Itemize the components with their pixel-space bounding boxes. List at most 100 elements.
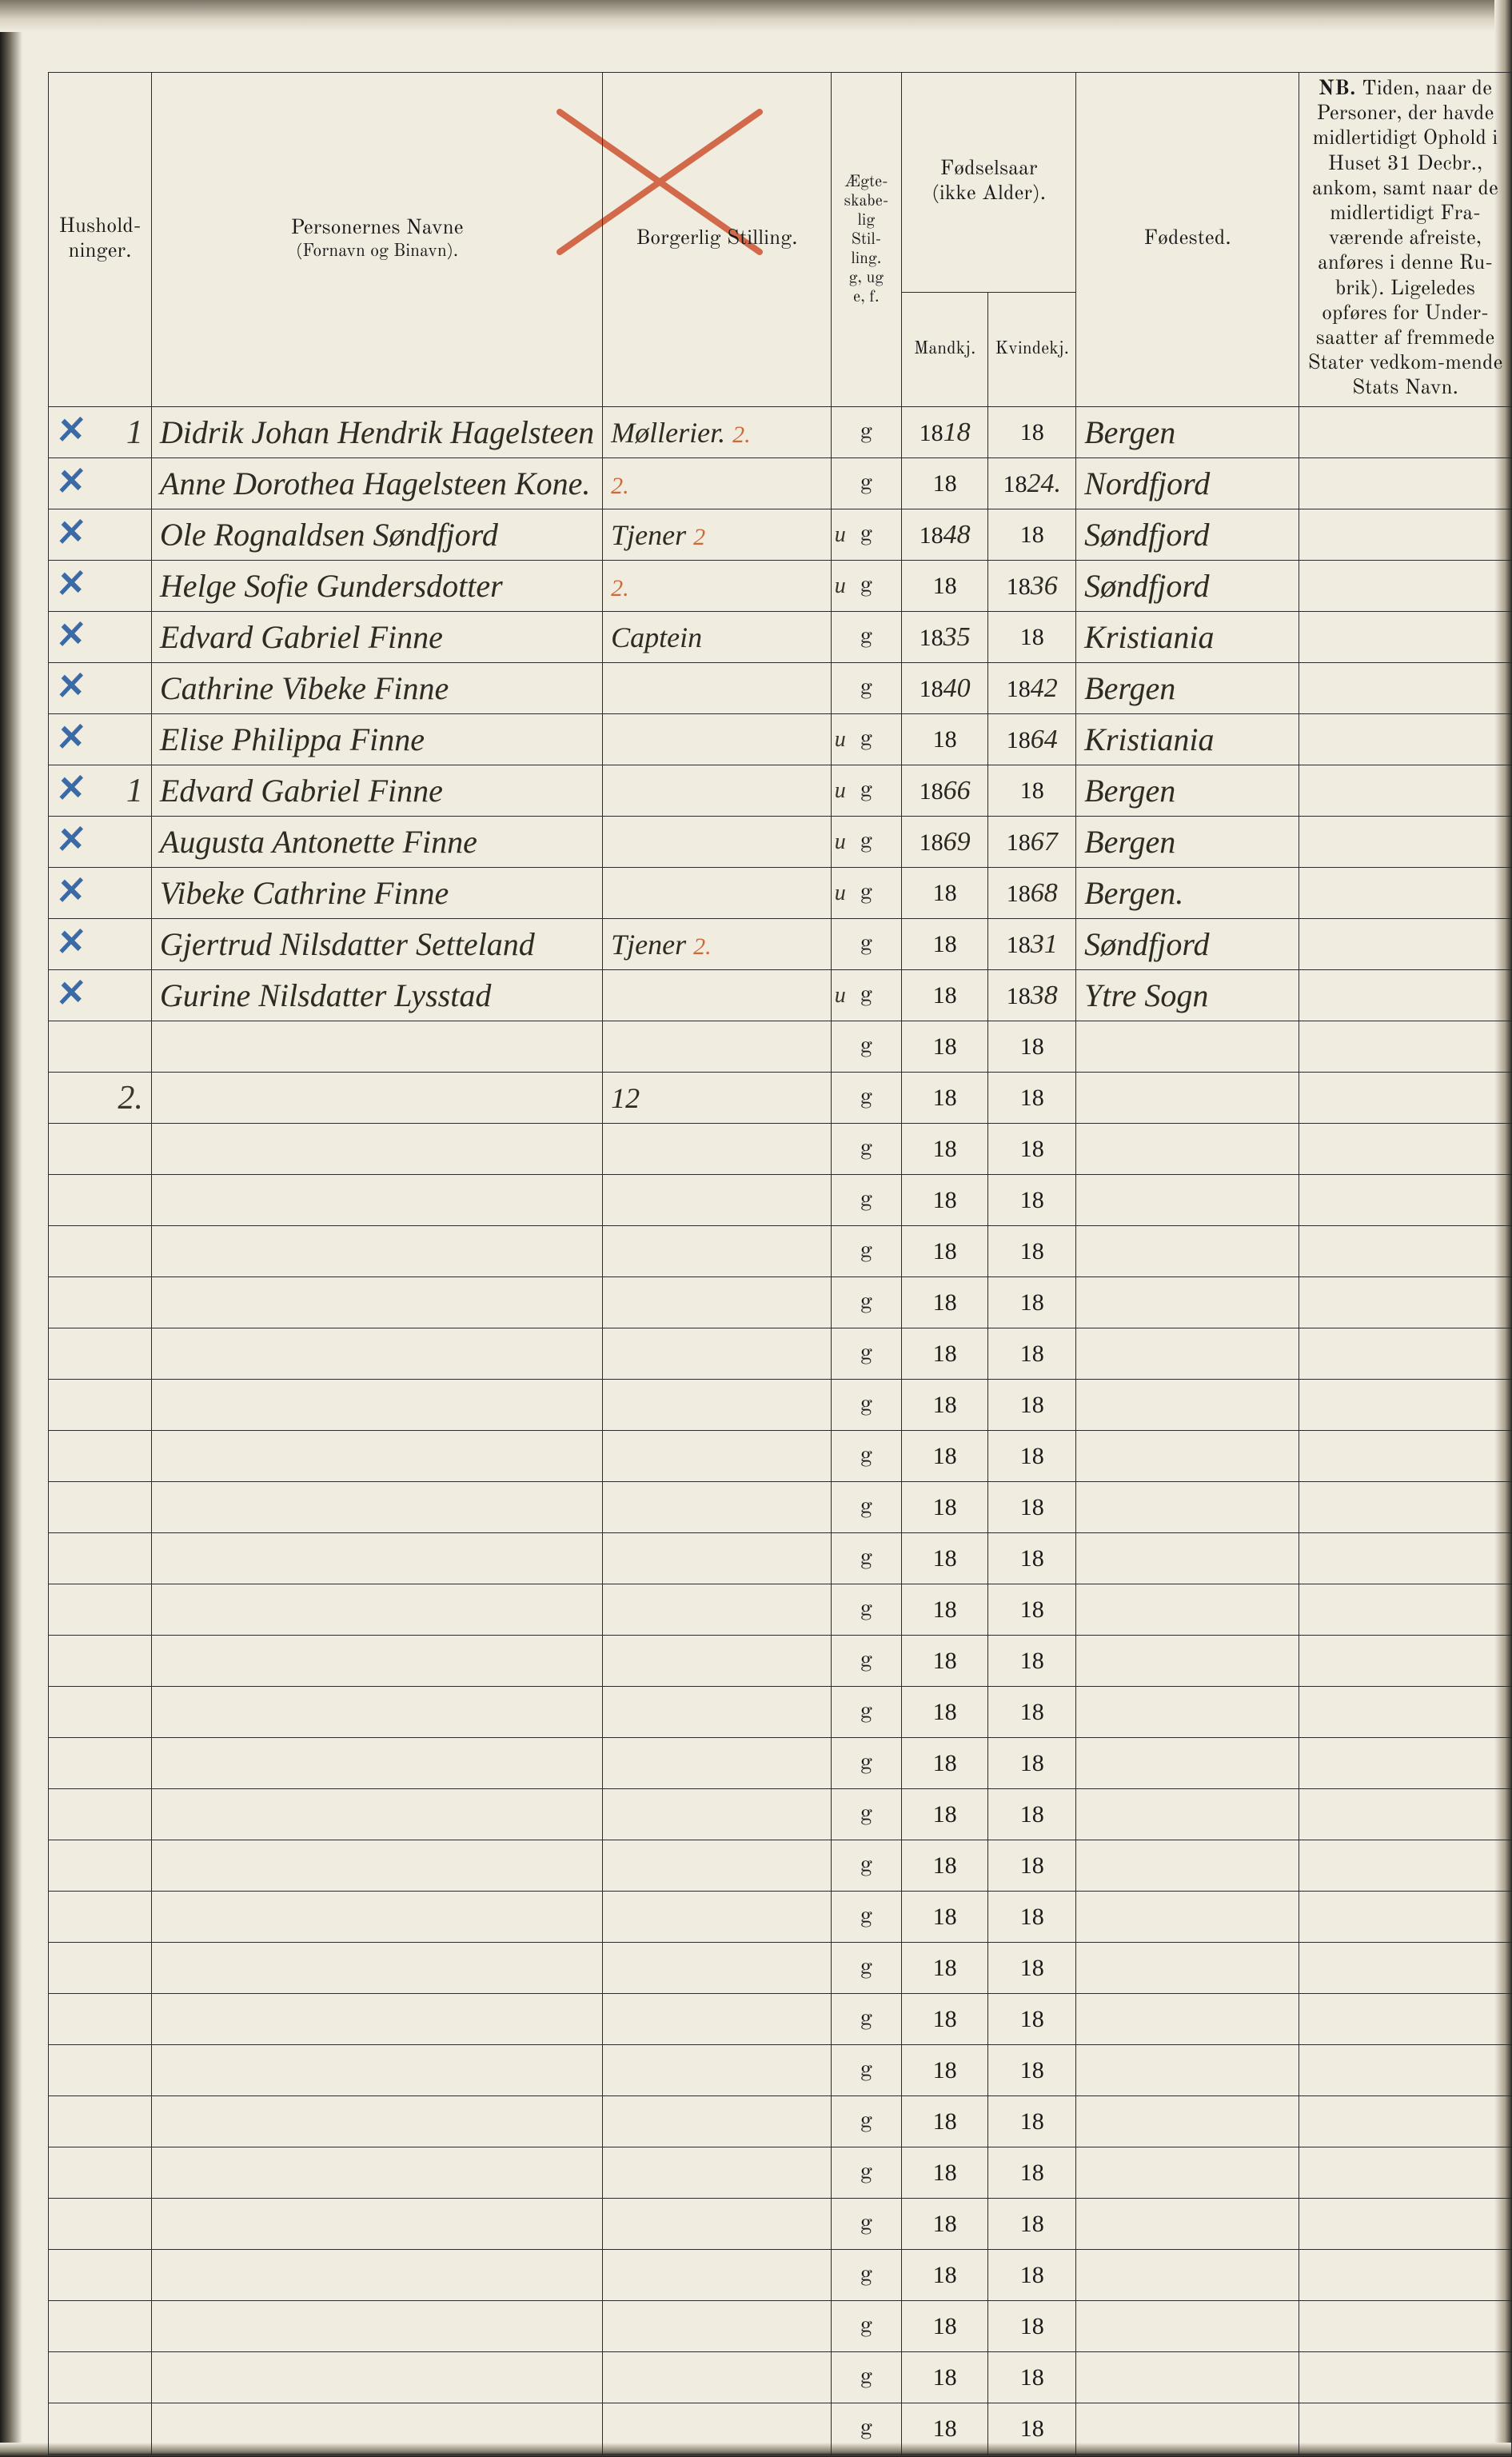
- year-prefix-print: 18: [1007, 829, 1031, 856]
- checkmark-icon: ✕: [51, 562, 86, 607]
- table-row: g1818: [49, 1175, 1512, 1226]
- aegt-printed: g: [860, 933, 872, 955]
- aegt-printed: g: [860, 830, 872, 853]
- cell-aegteskabelig: g: [831, 1533, 901, 1584]
- year-prefix-print: 18: [1020, 1238, 1044, 1264]
- cell-husholdninger: [49, 1687, 152, 1738]
- aegt-printed: g: [860, 1035, 872, 1057]
- cell-fodested: [1076, 2301, 1299, 2352]
- cell-mandkj: 18: [901, 1533, 987, 1584]
- cell-aegteskabelig: g: [831, 1175, 901, 1226]
- year-prefix-print: 18: [933, 2108, 957, 2135]
- cell-stilling: Captein: [603, 612, 832, 663]
- year-prefix-print: 18: [1020, 1801, 1044, 1828]
- cell-fodested: [1076, 1533, 1299, 1584]
- census-form-table: Hushold- ninger. Personernes Navne (Forn…: [48, 72, 1512, 2457]
- cell-navn: [151, 1789, 602, 1840]
- table-row: g1818: [49, 1124, 1512, 1175]
- cell-fodested: [1076, 1175, 1299, 1226]
- cell-mandkj: 1866: [901, 765, 987, 817]
- cell-mandkj: 18: [901, 714, 987, 765]
- year-suffix-hand: 68: [1031, 878, 1058, 908]
- cell-kvindekj: 18: [988, 2352, 1076, 2403]
- table-row: g1818: [49, 2352, 1512, 2403]
- cell-nb: [1299, 1124, 1511, 1175]
- cell-stilling: [603, 2352, 832, 2403]
- cell-husholdninger: ✕: [49, 509, 152, 561]
- cell-aegteskabelig: g: [831, 1482, 901, 1533]
- cell-nb: [1299, 407, 1511, 458]
- cell-fodested: [1076, 1073, 1299, 1124]
- aegt-printed: g: [860, 2059, 872, 2081]
- cell-stilling: [603, 1328, 832, 1380]
- aegt-handwritten-prefix: u: [835, 778, 846, 804]
- cell-husholdninger: [49, 1636, 152, 1687]
- checkmark-icon: ✕: [51, 511, 86, 556]
- cell-kvindekj: 18: [988, 1584, 1076, 1636]
- cell-husholdninger: [49, 1840, 152, 1892]
- aegt-printed: g: [860, 472, 872, 494]
- cell-nb: [1299, 1380, 1511, 1431]
- cell-fodested: [1076, 2352, 1299, 2403]
- cell-navn: [151, 1943, 602, 1994]
- header-fodselsaar: Fødselsaar (ikke Alder).: [901, 73, 1075, 293]
- cell-stilling: [603, 2096, 832, 2147]
- cell-husholdninger: [49, 1994, 152, 2045]
- stilling-text: Møllerier.: [611, 417, 732, 449]
- cell-aegteskabelig: g: [831, 1124, 901, 1175]
- year-prefix-print: 18: [933, 1852, 957, 1879]
- cell-navn: [151, 1738, 602, 1789]
- aegt-printed: g: [860, 2315, 872, 2337]
- cell-kvindekj: 18: [988, 1943, 1076, 1994]
- cell-kvindekj: 18: [988, 1226, 1076, 1277]
- cell-stilling: [603, 1124, 832, 1175]
- husholdning-number: 1: [126, 414, 143, 451]
- header-husholdninger-text: Hushold- ninger.: [59, 217, 142, 262]
- cell-mandkj: 18: [901, 1738, 987, 1789]
- year-prefix-print: 18: [933, 2006, 957, 2032]
- table-row: ✕Elise Philippa Finneug181864Kristiania: [49, 714, 1512, 765]
- table-row: g1818: [49, 2147, 1512, 2199]
- cell-stilling: [603, 2301, 832, 2352]
- year-prefix-print: 18: [1020, 1955, 1044, 1981]
- year-suffix-hand: 42: [1031, 673, 1058, 703]
- aegt-printed: g: [860, 2212, 872, 2235]
- cell-mandkj: 18: [901, 1636, 987, 1687]
- cell-kvindekj: 18: [988, 1380, 1076, 1431]
- year-prefix-print: 18: [1020, 624, 1044, 650]
- cell-mandkj: 18: [901, 2045, 987, 2096]
- year-prefix-print: 18: [933, 1545, 957, 1572]
- header-borgerlig-stilling: Borgerlig Stilling.: [603, 73, 832, 407]
- cell-aegteskabelig: ug: [831, 561, 901, 612]
- table-row: g1818: [49, 2045, 1512, 2096]
- aegt-printed: g: [860, 2008, 872, 2030]
- cell-navn: Ole Rognaldsen Søndfjord: [151, 509, 602, 561]
- aegt-printed: g: [860, 1598, 872, 1620]
- aegt-printed: g: [860, 1444, 872, 1467]
- header-mandkj: Mandkj.: [901, 292, 987, 407]
- year-prefix-print: 18: [920, 522, 944, 549]
- cell-nb: [1299, 612, 1511, 663]
- year-prefix-print: 18: [1020, 1187, 1044, 1213]
- cell-fodested: [1076, 2096, 1299, 2147]
- cell-nb: [1299, 1892, 1511, 1943]
- cell-navn: [151, 2352, 602, 2403]
- cell-kvindekj: 18: [988, 1840, 1076, 1892]
- year-suffix-hand: 38: [1031, 981, 1058, 1010]
- year-prefix-print: 18: [933, 1392, 957, 1418]
- checkmark-icon: ✕: [51, 716, 86, 761]
- header-personernes-navne: Personernes Navne (Fornavn og Binavn).: [151, 73, 602, 407]
- year-suffix-hand: 48: [944, 520, 971, 549]
- cell-fodested: [1076, 1584, 1299, 1636]
- cell-aegteskabelig: g: [831, 2403, 901, 2455]
- cell-nb: [1299, 1943, 1511, 1994]
- year-prefix-print: 18: [933, 1340, 957, 1367]
- cell-navn: [151, 1328, 602, 1380]
- aegt-printed: g: [860, 984, 872, 1006]
- aegt-printed: g: [860, 1496, 872, 1518]
- table-row: g1818: [49, 1584, 1512, 1636]
- table-row: ✕Ole Rognaldsen SøndfjordTjener 2ug18481…: [49, 509, 1512, 561]
- cell-mandkj: 18: [901, 2301, 987, 2352]
- cell-mandkj: 18: [901, 1943, 987, 1994]
- cell-navn: [151, 1994, 602, 2045]
